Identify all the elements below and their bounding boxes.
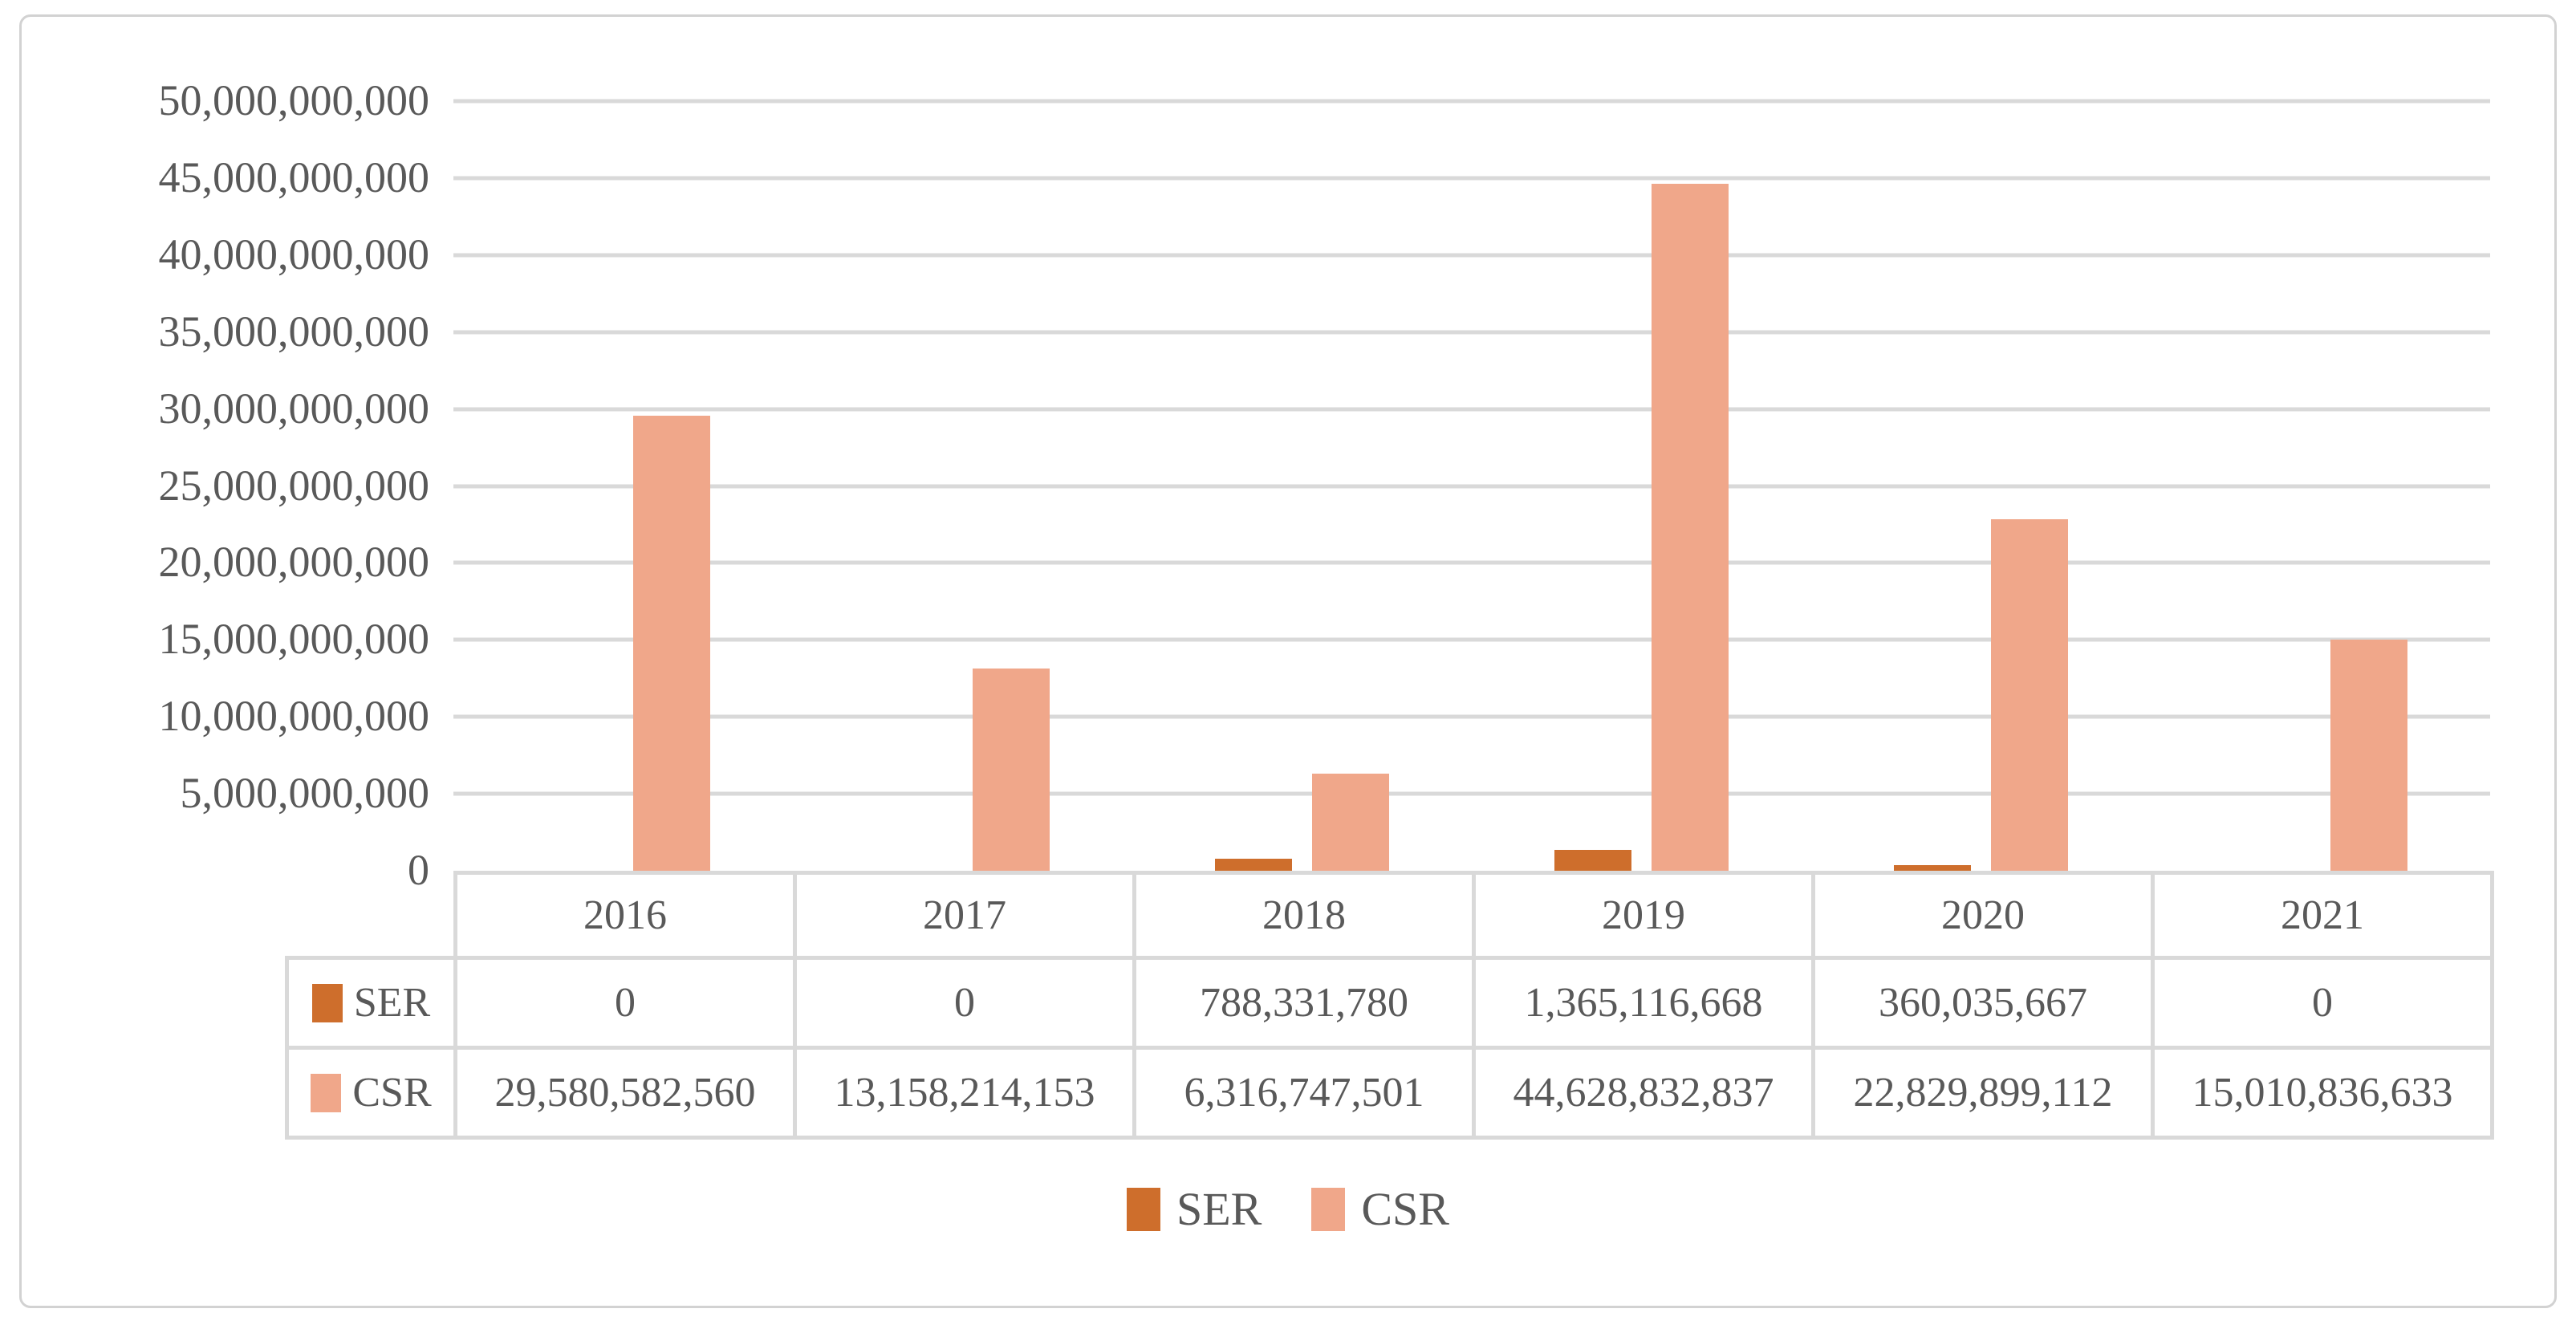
table-corner-cell [287,873,456,958]
ser-value-cell: 360,035,667 [1811,956,2155,1050]
csr-row-header: CSR [285,1046,457,1140]
y-tick-label: 30,000,000,000 [158,384,430,433]
csr-value-cell: 22,829,899,112 [1811,1046,2155,1140]
gridline [453,637,2490,642]
ser-row-label: SER [353,980,431,1026]
bar-ser-2019 [1554,850,1631,871]
bar-csr-2017 [973,669,1050,871]
y-tick-label: 20,000,000,000 [158,538,430,587]
table-year-header-row: 2016 2017 2018 2019 2020 2021 [287,871,2494,960]
gridline [453,99,2490,104]
y-tick-label: 40,000,000,000 [158,230,430,278]
year-header-cell: 2016 [453,871,797,960]
gridline [453,791,2490,796]
bar-ser-2018 [1215,859,1292,871]
csr-value-cell: 15,010,836,633 [2151,1046,2494,1140]
ser-value-cell: 0 [793,956,1136,1050]
ser-swatch-icon [311,983,343,1022]
y-tick-label: 50,000,000,000 [158,75,430,124]
csr-row-label: CSR [352,1070,432,1116]
ser-value-cell: 788,331,780 [1132,956,1476,1050]
gridline [453,560,2490,565]
csr-value-cell: 29,580,582,560 [453,1046,797,1140]
ser-legend-swatch-icon [1126,1187,1160,1231]
y-tick-label: 10,000,000,000 [158,692,430,741]
chart-card: 50,000,000,000 45,000,000,000 40,000,000,0… [19,14,2557,1308]
bar-ser-2020 [1894,865,1971,871]
csr-value-cell: 6,316,747,501 [1132,1046,1476,1140]
bar-csr-2018 [1312,774,1389,871]
gridline [453,330,2490,335]
y-tick-label: 45,000,000,000 [158,152,430,201]
gridline [453,253,2490,258]
bar-csr-2020 [1991,519,2068,871]
csr-value-cell: 44,628,832,837 [1472,1046,1815,1140]
y-tick-label: 0 [408,845,429,894]
gridline [453,407,2490,412]
ser-legend-label: SER [1176,1183,1262,1235]
y-tick-label: 5,000,000,000 [180,769,430,818]
csr-value-cell: 13,158,214,153 [793,1046,1136,1140]
year-header-cell: 2020 [1811,871,2155,960]
year-header-cell: 2019 [1472,871,1815,960]
y-tick-label: 35,000,000,000 [158,307,430,356]
plot-area [453,99,2490,871]
chart-data-table: 2016 2017 2018 2019 2020 2021 SER 0 0 78… [285,871,2494,1140]
year-header-cell: 2018 [1132,871,1476,960]
ser-value-cell: 0 [453,956,797,1050]
y-tick-label: 25,000,000,000 [158,461,430,510]
year-header-cell: 2017 [793,871,1136,960]
legend-item-ser: SER [1126,1182,1262,1236]
y-axis-tick-labels: 50,000,000,000 45,000,000,000 40,000,000,0… [38,79,430,892]
bar-csr-2021 [2330,640,2407,871]
gridline [453,714,2490,719]
bar-csr-2019 [1652,184,1729,871]
chart-legend: SER CSR [22,1182,2554,1236]
y-tick-label: 15,000,000,000 [158,615,430,664]
ser-value-cell: 0 [2151,956,2494,1050]
ser-value-cell: 1,365,116,668 [1472,956,1815,1050]
table-csr-row: CSR 29,580,582,560 13,158,214,153 6,316,… [285,1046,2494,1140]
year-header-cell: 2021 [2151,871,2494,960]
gridline [453,484,2490,488]
csr-legend-label: CSR [1361,1183,1449,1235]
csr-legend-swatch-icon [1311,1187,1346,1231]
csr-swatch-icon [311,1073,342,1112]
bar-csr-2016 [633,416,710,871]
legend-item-csr: CSR [1311,1182,1449,1236]
table-ser-row: SER 0 0 788,331,780 1,365,116,668 360,03… [285,956,2494,1050]
gridline [453,176,2490,181]
ser-row-header: SER [285,956,457,1050]
